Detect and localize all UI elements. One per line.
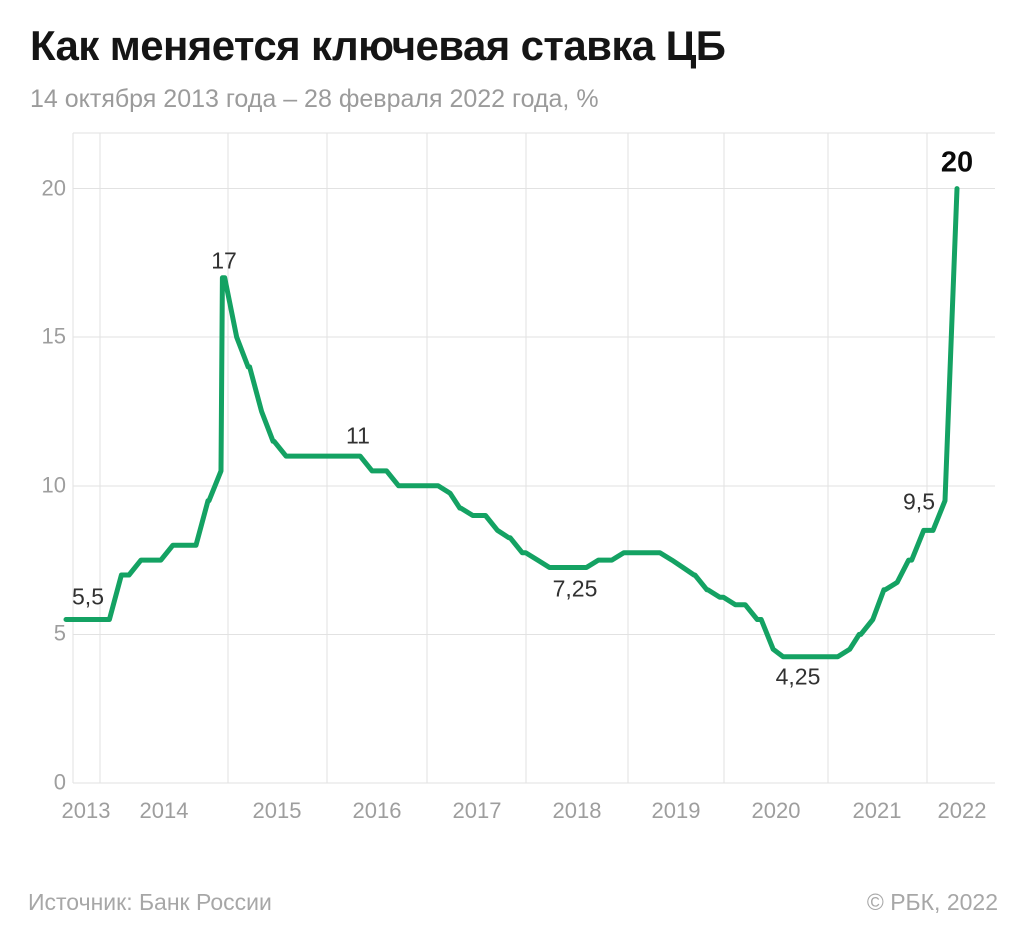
x-tick-label-2015: 2015 — [252, 798, 302, 823]
chart-title: Как меняется ключевая ставка ЦБ — [30, 22, 726, 69]
chart-subtitle: 14 октября 2013 года – 28 февраля 2022 г… — [30, 85, 599, 113]
annotation-5_5: 5,5 — [72, 583, 104, 610]
y-tick-label-5: 5 — [53, 620, 66, 646]
key-rate-line — [63, 186, 960, 660]
annotation-11: 11 — [346, 422, 370, 449]
annotation-4_25: 4,25 — [775, 663, 821, 690]
x-tick-label-2016: 2016 — [352, 798, 402, 823]
x-tick-label-2022: 2022 — [937, 798, 987, 823]
source-label: Источник: Банк России — [28, 889, 272, 915]
annotation-9_5: 9,5 — [903, 488, 935, 515]
gridlines-group — [72, 132, 995, 784]
x-tick-label-2013: 2013 — [61, 798, 111, 823]
y-tick-label-10: 10 — [41, 472, 66, 498]
y-tick-label-20: 20 — [41, 175, 66, 201]
annotation-20: 20 — [940, 146, 974, 179]
y-tick-label-15: 15 — [41, 323, 66, 349]
y-tick-label-0: 0 — [53, 769, 66, 795]
x-tick-label-2018: 2018 — [552, 798, 602, 823]
x-tick-label-2014: 2014 — [139, 798, 189, 823]
annotation-17: 17 — [211, 247, 237, 274]
copyright-label: © РБК, 2022 — [866, 889, 998, 915]
x-tick-label-2017: 2017 — [452, 798, 502, 823]
x-tick-label-2020: 2020 — [751, 798, 801, 823]
x-tick-label-2019: 2019 — [651, 798, 701, 823]
x-tick-label-2021: 2021 — [852, 798, 902, 823]
annotation-7_25: 7,25 — [552, 575, 598, 602]
